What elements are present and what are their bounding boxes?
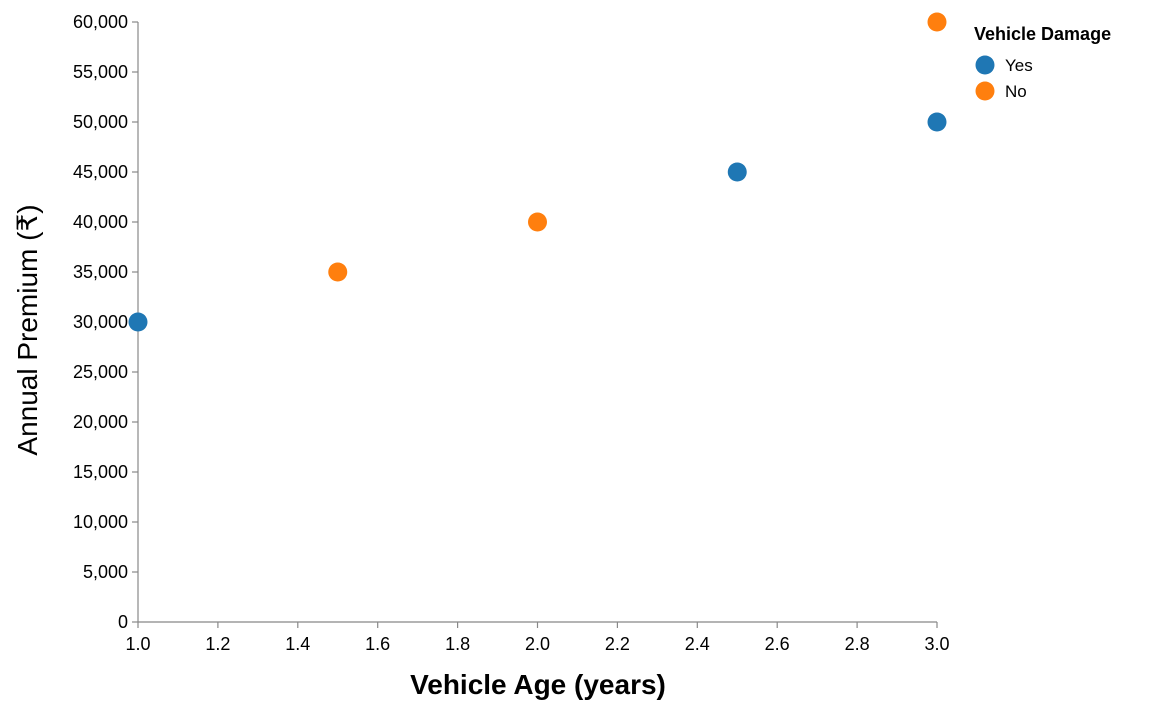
data-point-yes[interactable] [727, 162, 747, 182]
y-tick-label: 10,000 [73, 512, 128, 532]
y-tick-label: 35,000 [73, 262, 128, 282]
data-point-yes[interactable] [927, 112, 947, 132]
legend-symbol-no [975, 81, 995, 101]
y-tick-label: 20,000 [73, 412, 128, 432]
y-tick-label: 45,000 [73, 162, 128, 182]
x-tick-label: 2.4 [685, 634, 710, 654]
y-tick-label: 15,000 [73, 462, 128, 482]
x-tick-label: 1.6 [365, 634, 390, 654]
legend-title: Vehicle Damage [974, 24, 1111, 44]
data-point-no[interactable] [927, 12, 947, 32]
x-tick-label: 1.0 [125, 634, 150, 654]
y-tick-label: 5,000 [83, 562, 128, 582]
data-point-no[interactable] [328, 262, 348, 282]
legend-symbol-yes [975, 55, 995, 75]
x-tick-label: 1.4 [285, 634, 310, 654]
legend-label-no: No [1005, 82, 1027, 101]
x-tick-label: 1.2 [205, 634, 230, 654]
x-tick-label: 1.8 [445, 634, 470, 654]
x-axis: 1.0 1.2 1.4 1.6 1.8 2.0 2.2 2.4 2.6 2.8 3.0 [125, 621, 950, 654]
x-axis-title: Vehicle Age (years) [410, 669, 666, 700]
x-tick-label: 2.8 [845, 634, 870, 654]
y-tick-label: 25,000 [73, 362, 128, 382]
x-tick-label: 3.0 [924, 634, 949, 654]
x-tick-label: 2.0 [525, 634, 550, 654]
x-tick-label: 2.2 [605, 634, 630, 654]
data-points [128, 12, 947, 332]
legend: Vehicle Damage Yes No [974, 24, 1111, 101]
y-tick-label: 40,000 [73, 212, 128, 232]
y-axis: 0 5,000 10,000 15,000 20,000 25,000 30,000 35,0… [73, 12, 139, 632]
y-tick-label: 0 [118, 612, 128, 632]
y-tick-label: 60,000 [73, 12, 128, 32]
y-tick-label: 30,000 [73, 312, 128, 332]
legend-label-yes: Yes [1005, 56, 1033, 75]
y-axis-title: Annual Premium (₹) [12, 204, 43, 455]
data-point-yes[interactable] [128, 312, 148, 332]
data-point-no[interactable] [528, 212, 547, 232]
x-tick-label: 2.6 [765, 634, 790, 654]
y-tick-label: 55,000 [73, 62, 128, 82]
y-tick-label: 50,000 [73, 112, 128, 132]
